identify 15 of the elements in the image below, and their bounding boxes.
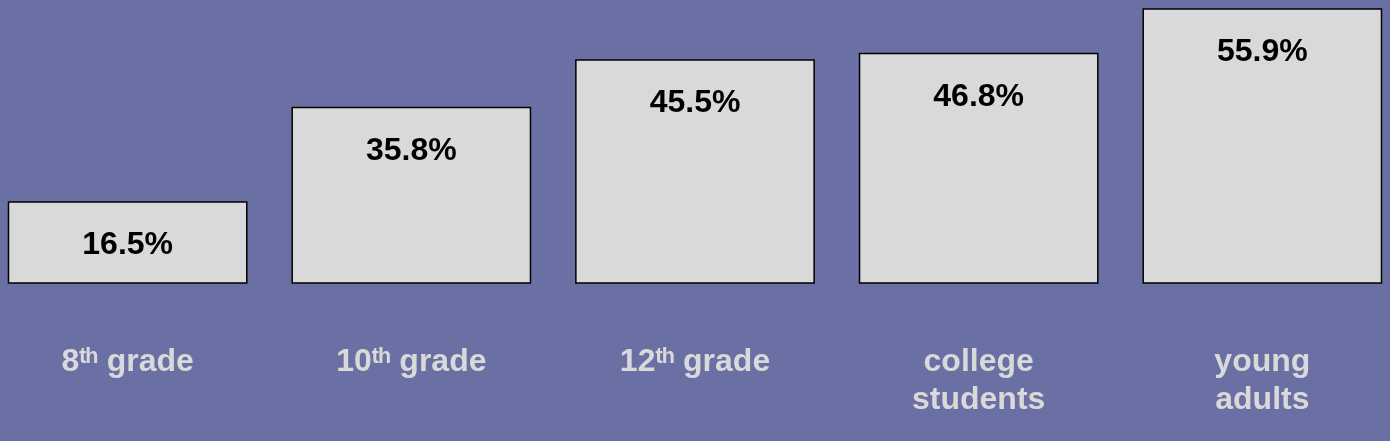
- x-tick-label: young adults: [1214, 341, 1311, 416]
- bar: [291, 106, 532, 284]
- data-label: 16.5%: [82, 225, 174, 262]
- bar: [1142, 8, 1383, 284]
- bar: [575, 59, 815, 284]
- data-label: 35.8%: [365, 130, 457, 167]
- x-tick-label: 8ᵗʰ grade: [61, 341, 194, 378]
- data-label: 55.9%: [1216, 32, 1308, 68]
- data-label: 46.8%: [933, 76, 1025, 113]
- x-tick-label: college students: [912, 341, 1046, 416]
- bar: [858, 52, 1099, 284]
- x-tick-label: 10ᵗʰ grade: [336, 341, 487, 378]
- data-label: 45.5%: [649, 82, 741, 119]
- bar: [7, 201, 248, 284]
- x-tick-label: 12ᵗʰ grade: [619, 341, 771, 378]
